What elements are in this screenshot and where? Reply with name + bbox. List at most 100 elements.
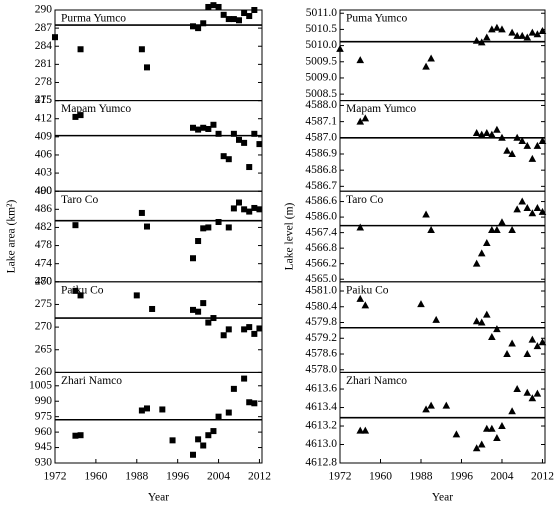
data-point: [215, 130, 222, 137]
y-tick-label: 4579.2: [305, 332, 337, 344]
x-tick-label: 1960: [369, 471, 392, 483]
data-point: [432, 315, 440, 323]
data-point: [195, 238, 202, 245]
data-point: [356, 426, 365, 434]
panel-frame: [54, 371, 263, 464]
data-point: [138, 46, 145, 53]
y-tick-label: 287: [35, 22, 53, 34]
data-point: [523, 33, 532, 41]
x-tick-label: 1988: [409, 471, 432, 483]
y-tick-label: 4579.8: [305, 316, 337, 328]
y-tick-label: 490: [35, 185, 53, 197]
y-tick-label: 4613.6: [305, 383, 337, 395]
data-point: [427, 54, 435, 62]
panel-title: Paiku Co: [346, 284, 389, 296]
data-point: [356, 294, 365, 302]
data-point: [356, 223, 365, 231]
data-point: [513, 205, 521, 213]
x-tick-label: 1972: [329, 471, 352, 483]
data-point: [246, 13, 253, 20]
data-point: [493, 125, 501, 133]
data-point: [477, 318, 486, 326]
y-tick-label: 5008.5: [305, 88, 337, 100]
data-point: [205, 319, 212, 326]
data-point: [533, 141, 542, 149]
data-point: [225, 224, 232, 231]
data-point: [508, 28, 516, 36]
data-point: [422, 210, 430, 218]
y-tick-label: 4613.0: [305, 438, 337, 450]
data-point: [417, 300, 425, 308]
data-point: [533, 342, 542, 350]
data-point: [503, 146, 511, 154]
data-point: [256, 206, 263, 213]
data-point: [442, 401, 451, 409]
data-point: [472, 317, 481, 325]
data-point: [205, 432, 212, 439]
x-tick-label: 1972: [44, 471, 67, 483]
panel-title: Mapam Yumco: [346, 103, 416, 115]
y-tick-label: 4586.0: [305, 211, 337, 223]
data-point: [356, 117, 365, 125]
y-tick-label: 1005: [29, 379, 52, 391]
data-point: [256, 141, 263, 148]
data-point: [77, 112, 84, 119]
data-point: [210, 428, 217, 435]
y-tick-label: 4613.2: [305, 420, 337, 432]
data-point: [493, 325, 501, 333]
y-tick-label: 930: [35, 457, 53, 469]
data-point: [533, 204, 542, 212]
data-point: [427, 401, 435, 409]
data-point: [538, 338, 547, 346]
data-point: [361, 114, 370, 122]
y-tick-label: 281: [35, 58, 53, 70]
data-point: [210, 315, 217, 322]
data-point: [190, 306, 196, 313]
data-point: [482, 33, 491, 41]
data-point: [538, 207, 547, 215]
x-tick-label: 1960: [84, 471, 107, 483]
data-point: [523, 204, 532, 212]
data-point: [498, 422, 506, 430]
y-tick-label: 270: [35, 321, 53, 333]
data-point: [225, 156, 232, 163]
data-point: [472, 128, 481, 136]
data-point: [513, 133, 521, 141]
data-point: [190, 124, 196, 131]
data-point: [336, 44, 344, 52]
panel-title: Purma Yumco: [61, 13, 126, 25]
data-point: [528, 394, 537, 402]
data-point: [251, 7, 258, 13]
data-point: [523, 350, 532, 358]
y-axis-label: Lake area (km²): [6, 199, 18, 273]
data-point: [77, 432, 84, 439]
data-point: [72, 222, 79, 229]
data-point: [246, 164, 253, 171]
y-tick-label: 406: [35, 149, 53, 161]
x-tick-label: 1988: [125, 471, 148, 483]
data-point: [241, 206, 248, 213]
y-tick-label: 4567.4: [305, 226, 337, 238]
data-point: [205, 224, 212, 231]
data-point: [77, 292, 84, 299]
data-point: [236, 136, 242, 143]
data-point: [482, 238, 491, 246]
data-point: [361, 301, 370, 309]
data-point: [230, 16, 237, 23]
data-point: [144, 64, 150, 71]
y-tick-label: 4588.0: [305, 99, 337, 111]
y-tick-label: 412: [35, 112, 53, 124]
data-point: [230, 130, 237, 137]
data-point: [477, 440, 486, 448]
y-tick-label: 284: [35, 40, 53, 52]
data-point: [513, 31, 521, 39]
data-point: [225, 326, 232, 333]
data-point: [149, 305, 156, 312]
data-point: [251, 204, 258, 211]
y-tick-label: 4578.6: [305, 348, 337, 360]
data-point: [200, 300, 207, 307]
data-point: [518, 197, 527, 205]
y-tick-label: 478: [35, 239, 53, 251]
x-tick-label: 2012: [248, 471, 271, 483]
data-point: [195, 126, 202, 133]
